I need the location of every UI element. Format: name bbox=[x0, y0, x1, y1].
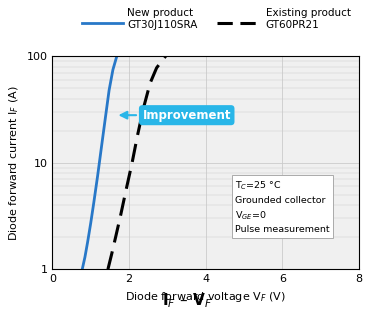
Text: T$_C$=25 °C
Grounded collector
V$_{GE}$=0
Pulse measurement: T$_C$=25 °C Grounded collector V$_{GE}$=… bbox=[235, 180, 329, 234]
Text: Improvement: Improvement bbox=[121, 109, 231, 122]
Text: I$_F$ – V$_F$: I$_F$ – V$_F$ bbox=[162, 291, 212, 310]
Text: Existing product: Existing product bbox=[266, 8, 350, 18]
Text: GT30J110SRA: GT30J110SRA bbox=[127, 20, 197, 30]
X-axis label: Diode forward voltage V$_F$ (V): Diode forward voltage V$_F$ (V) bbox=[125, 290, 286, 304]
Text: GT60PR21: GT60PR21 bbox=[266, 20, 319, 30]
Text: New product: New product bbox=[127, 8, 193, 18]
Y-axis label: Diode forward current I$_F$ (A): Diode forward current I$_F$ (A) bbox=[7, 85, 21, 240]
